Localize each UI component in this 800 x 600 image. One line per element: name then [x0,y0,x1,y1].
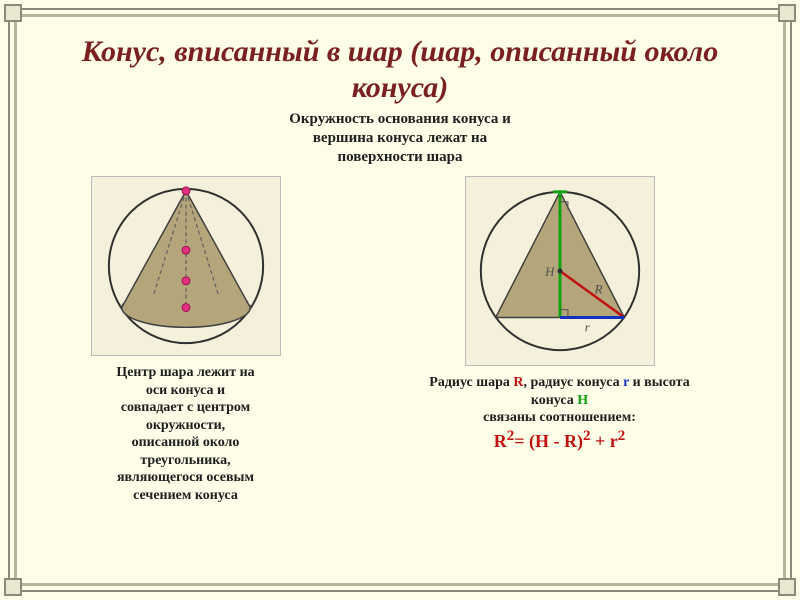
rc-post: связаны соотношением: [483,410,636,425]
lc-1: Центр шара лежит на [116,365,254,380]
lc-2: оси конуса и [146,383,225,398]
left-caption: Центр шара лежит на оси конуса и совпада… [116,364,254,504]
f-R1: R [494,431,507,451]
f-r: r [610,431,618,451]
f-R2: R [564,431,577,451]
diagram-row: Центр шара лежит на оси конуса и совпада… [26,176,774,504]
f-sq3: 2 [618,428,626,444]
subtitle-line-2: вершина конуса лежат на [313,130,487,146]
corner-bl [4,578,22,596]
f-lhs: R2= (H - R)2 + r2 [494,431,626,451]
subtitle-line-3: поверхности шара [338,149,463,165]
f-H: H [535,431,549,451]
lc-5: описанной около [132,435,240,450]
corner-br [778,578,796,596]
lc-4: окружности, [146,418,225,433]
left-diagram [91,176,281,356]
slide-title: Конус, вписанный в шар (шар, описанный о… [26,26,774,106]
f-plus: + [591,431,610,451]
lc-6: треугольника, [140,453,230,468]
lc-7: являющегося осевым [117,470,254,485]
left-column: Центр шара лежит на оси конуса и совпада… [91,176,281,504]
label-H: H [544,265,555,279]
lc-3: совпадает с центром [121,400,250,415]
right-caption: Радиус шара R, радиус конуса r и высота … [410,374,710,452]
lc-8: сечением конуса [133,488,238,503]
label-R: R [593,283,602,297]
rc-mid1: , радиус конуса [523,375,623,390]
f-sq2: 2 [583,428,591,444]
slide-content: Конус, вписанный в шар (шар, описанный о… [26,26,774,574]
subtitle-line-1: Окружность основания конуса и [289,111,511,127]
rc-pre: Радиус шара [429,375,513,390]
f-min: - [549,431,564,451]
right-column: H R r Радиус шара R, радиус конуса r и в… [410,176,710,452]
f-eq: = ( [514,431,535,451]
rc-R: R [513,375,523,390]
corner-tr [778,4,796,22]
corner-tl [4,4,22,22]
rc-H: H [577,393,588,408]
right-diagram: H R r [465,176,655,366]
slide-subtitle: Окружность основания конуса и вершина ко… [26,110,774,166]
